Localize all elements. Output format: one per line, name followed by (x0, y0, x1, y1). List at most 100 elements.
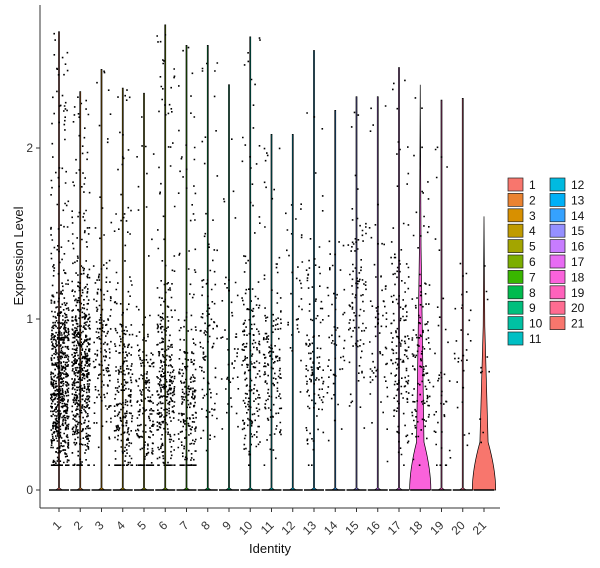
violin-group-11 (261, 133, 283, 491)
x-tick-label: 5 (134, 518, 149, 533)
violin-group-5 (134, 92, 155, 491)
legend-swatch (549, 223, 566, 238)
expression-points-16 (368, 105, 389, 463)
x-tick-label: 18 (406, 518, 426, 538)
legend-swatch (549, 193, 566, 207)
legend-label: 4 (529, 224, 536, 238)
violin-11 (267, 133, 276, 491)
legend-swatch (507, 316, 524, 330)
violin-4 (118, 87, 128, 491)
legend-swatch (549, 285, 566, 300)
legend-swatch (549, 254, 566, 269)
violin-group-20 (452, 98, 473, 491)
violin-8 (203, 45, 213, 491)
y-ticks: 0 1 2 (26, 141, 40, 497)
legend-swatch (507, 285, 524, 300)
legend-label: 21 (571, 317, 585, 331)
violin-6 (160, 24, 170, 491)
x-tick-label: 19 (427, 518, 447, 538)
violin-group-2 (70, 91, 91, 491)
legend-swatch (507, 223, 524, 238)
legend-label: 13 (571, 193, 585, 207)
y-axis-title: Expression Level (11, 206, 26, 305)
legend-label: 10 (529, 317, 543, 331)
legend-swatch (507, 239, 524, 253)
legend-label: 7 (529, 270, 536, 284)
legend-item-15: 15 (549, 223, 585, 238)
violin-group-4 (112, 87, 134, 491)
expression-points-13 (305, 112, 325, 466)
legend-item-18: 18 (549, 270, 585, 284)
legend-item-7: 7 (507, 270, 536, 284)
x-tick-label: 21 (470, 518, 490, 538)
legend-label: 1 (529, 178, 536, 192)
legend-swatch (549, 316, 566, 330)
legend-item-20: 20 (549, 300, 585, 315)
legend-label: 15 (571, 224, 585, 238)
legend-item-19: 19 (549, 285, 585, 300)
x-tick-label: 9 (219, 518, 234, 533)
violin-group-6 (155, 24, 176, 491)
violin-group-1 (49, 31, 70, 491)
violin-group-15 (346, 96, 367, 491)
x-tick-label: 15 (342, 518, 362, 538)
violin-group-7 (176, 45, 197, 491)
y-tick-label: 0 (26, 483, 33, 497)
legend-item-3: 3 (507, 208, 536, 223)
legend-item-21: 21 (549, 316, 585, 331)
legend-swatch (507, 300, 524, 315)
legend-label: 8 (529, 286, 536, 300)
legend-item-8: 8 (507, 285, 536, 300)
legend-swatch (549, 270, 566, 284)
legend-item-13: 13 (549, 193, 585, 207)
plot-area (49, 24, 497, 491)
expression-points-2 (71, 96, 91, 467)
x-tick-label: 8 (198, 518, 213, 533)
legend-label: 6 (529, 255, 536, 269)
legend-item-10: 10 (507, 316, 543, 331)
x-tick-label: 4 (113, 518, 128, 533)
legend-label: 3 (529, 209, 536, 223)
legend-item-17: 17 (549, 254, 585, 269)
legend-swatch (507, 177, 524, 192)
expression-points-5 (135, 116, 155, 466)
legend-label: 18 (571, 270, 585, 284)
legend-label: 2 (529, 193, 536, 207)
violin-14 (330, 110, 340, 491)
x-tick-label: 2 (71, 518, 86, 533)
x-tick-label: 13 (300, 518, 320, 538)
legend-label: 16 (571, 240, 585, 254)
legend-swatch (507, 331, 524, 346)
x-tick-label: 6 (156, 518, 171, 533)
legend-item-1: 1 (507, 177, 536, 192)
legend-swatch (507, 208, 524, 223)
violin-12 (288, 133, 298, 491)
legend-label: 20 (571, 301, 585, 315)
violin-15 (352, 96, 361, 491)
legend-label: 14 (571, 209, 585, 223)
violin-group-18 (409, 84, 432, 491)
expression-points-10 (241, 37, 261, 467)
violin-group-17 (389, 67, 410, 491)
legend-item-9: 9 (507, 300, 536, 315)
legend-item-14: 14 (549, 208, 585, 223)
legend-item-2: 2 (507, 193, 536, 207)
legend-item-11: 11 (507, 331, 542, 346)
violin-group-12 (282, 133, 304, 491)
legend-swatch (549, 177, 566, 192)
x-ticks: 1 2 3 4 5 6 7 8 9 10 11 12 13 14 15 16 17 18 19 20 21 (49, 508, 489, 538)
legend-label: 9 (529, 301, 536, 315)
legend-label: 12 (571, 178, 585, 192)
x-tick-label: 12 (279, 518, 299, 538)
legend-label: 17 (571, 255, 585, 269)
legend-label: 11 (529, 332, 542, 346)
x-tick-label: 20 (449, 518, 469, 538)
violin-5 (139, 92, 149, 491)
legend-label: 19 (571, 286, 585, 300)
x-tick-label: 17 (385, 518, 405, 538)
x-tick-label: 11 (258, 518, 277, 537)
legend-swatch (507, 254, 524, 269)
x-tick-label: 10 (236, 518, 256, 538)
